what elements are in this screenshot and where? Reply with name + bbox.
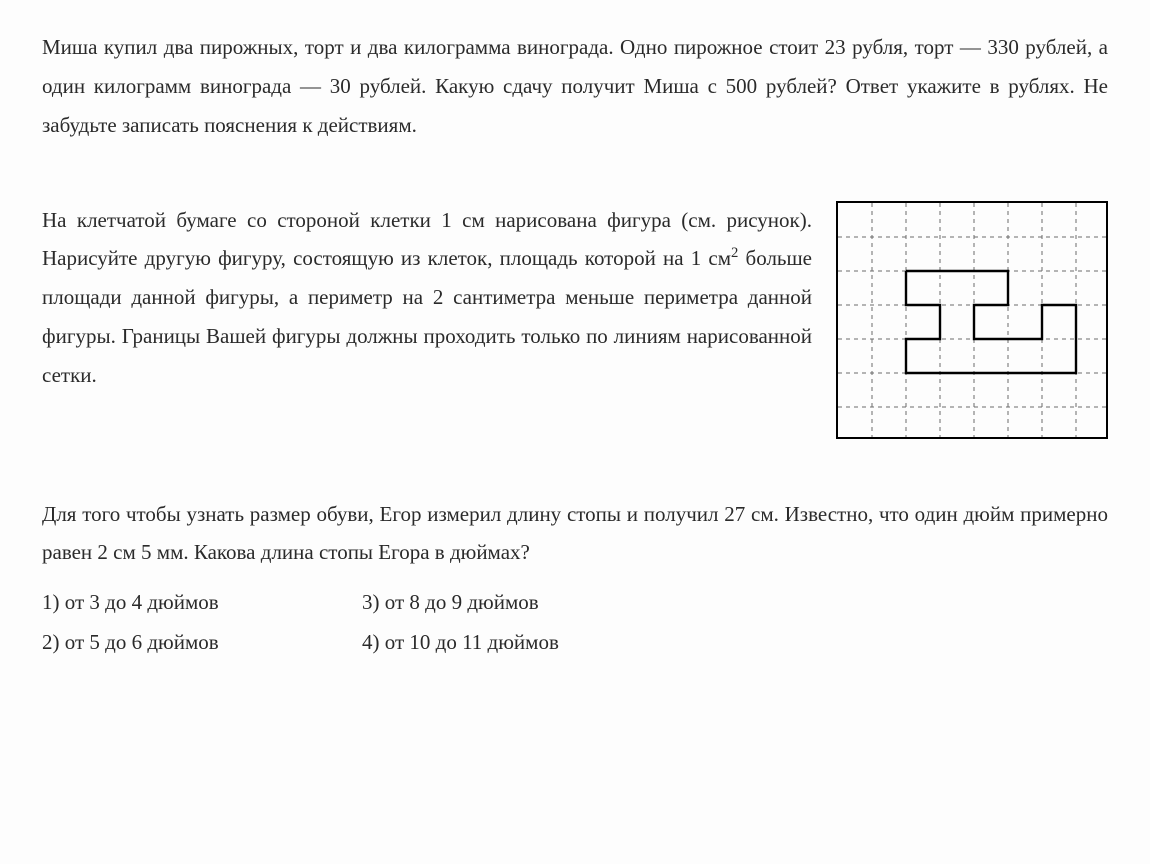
- problem-2-text-a: На клетчатой бумаге со стороной клетки 1…: [42, 208, 812, 271]
- answer-num: 3): [362, 590, 380, 614]
- answer-option-3: 3) от 8 до 9 дюймов: [362, 586, 642, 620]
- answer-text: от 3 до 4 дюймов: [65, 590, 219, 614]
- problem-3-text: Для того чтобы узнать размер обуви, Егор…: [42, 495, 1108, 573]
- problem-1-text: Миша купил два пирожных, торт и два кило…: [42, 35, 1108, 137]
- answer-text: от 10 до 11 дюймов: [385, 630, 559, 654]
- answer-text: от 5 до 6 дюймов: [65, 630, 219, 654]
- problem-2-text: На клетчатой бумаге со стороной клетки 1…: [42, 201, 812, 395]
- answer-num: 4): [362, 630, 380, 654]
- answer-num: 2): [42, 630, 60, 654]
- problem-3: Для того чтобы узнать размер обуви, Егор…: [42, 495, 1108, 660]
- answer-text: от 8 до 9 дюймов: [385, 590, 539, 614]
- answer-option-4: 4) от 10 до 11 дюймов: [362, 626, 642, 660]
- problem-3-answers: 1) от 3 до 4 дюймов 3) от 8 до 9 дюймов …: [42, 586, 1108, 659]
- problem-1: Миша купил два пирожных, торт и два кило…: [42, 28, 1108, 145]
- answer-option-2: 2) от 5 до 6 дюймов: [42, 626, 322, 660]
- answer-option-1: 1) от 3 до 4 дюймов: [42, 586, 322, 620]
- problem-2: На клетчатой бумаге со стороной клетки 1…: [42, 201, 1108, 439]
- grid-figure: [836, 201, 1108, 439]
- answer-num: 1): [42, 590, 60, 614]
- problem-2-layout: На клетчатой бумаге со стороной клетки 1…: [42, 201, 1108, 439]
